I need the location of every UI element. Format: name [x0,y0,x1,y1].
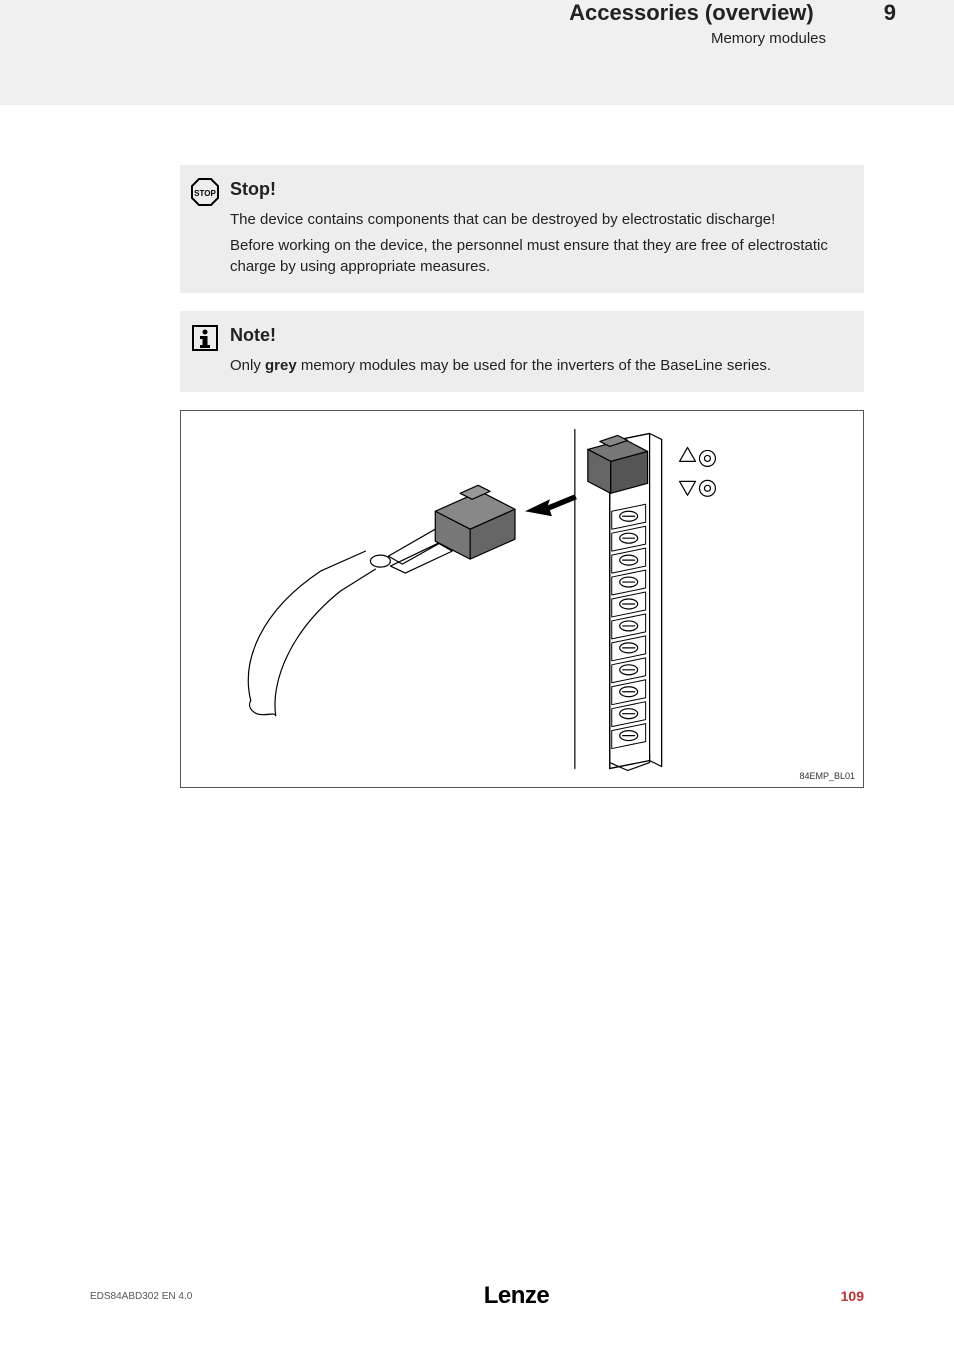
chapter-number: 9 [884,0,896,26]
page-footer: EDS84ABD302 EN 4.0 Lenze 109 [0,1282,954,1310]
stop-title: Stop! [230,179,846,200]
doc-id: EDS84ABD302 EN 4.0 [90,1291,192,1302]
note-callout: Note! Only grey memory modules may be us… [180,311,864,392]
info-icon [190,323,220,353]
stop-callout: STOP Stop! The device contains component… [180,165,864,293]
header-subtitle: Memory modules [0,30,954,47]
stop-icon: STOP [190,177,220,207]
note-title: Note! [230,325,846,346]
page-header: Accessories (overview) 9 Memory modules [0,0,954,105]
note-bold: grey [265,357,297,374]
brand-logo: Lenze [484,1282,550,1310]
note-post: memory modules may be used for the inver… [297,357,771,374]
stop-text-2: Before working on the device, the person… [230,236,846,277]
page-number: 109 [841,1288,864,1304]
figure-ref: 84EMP_BL01 [799,771,855,781]
header-title: Accessories (overview) [569,0,814,26]
note-text: Only grey memory modules may be used for… [230,356,846,376]
note-pre: Only [230,357,265,374]
figure-memory-module: 84EMP_BL01 [180,410,864,788]
stop-text-1: The device contains components that can … [230,210,846,230]
svg-text:STOP: STOP [194,189,216,198]
